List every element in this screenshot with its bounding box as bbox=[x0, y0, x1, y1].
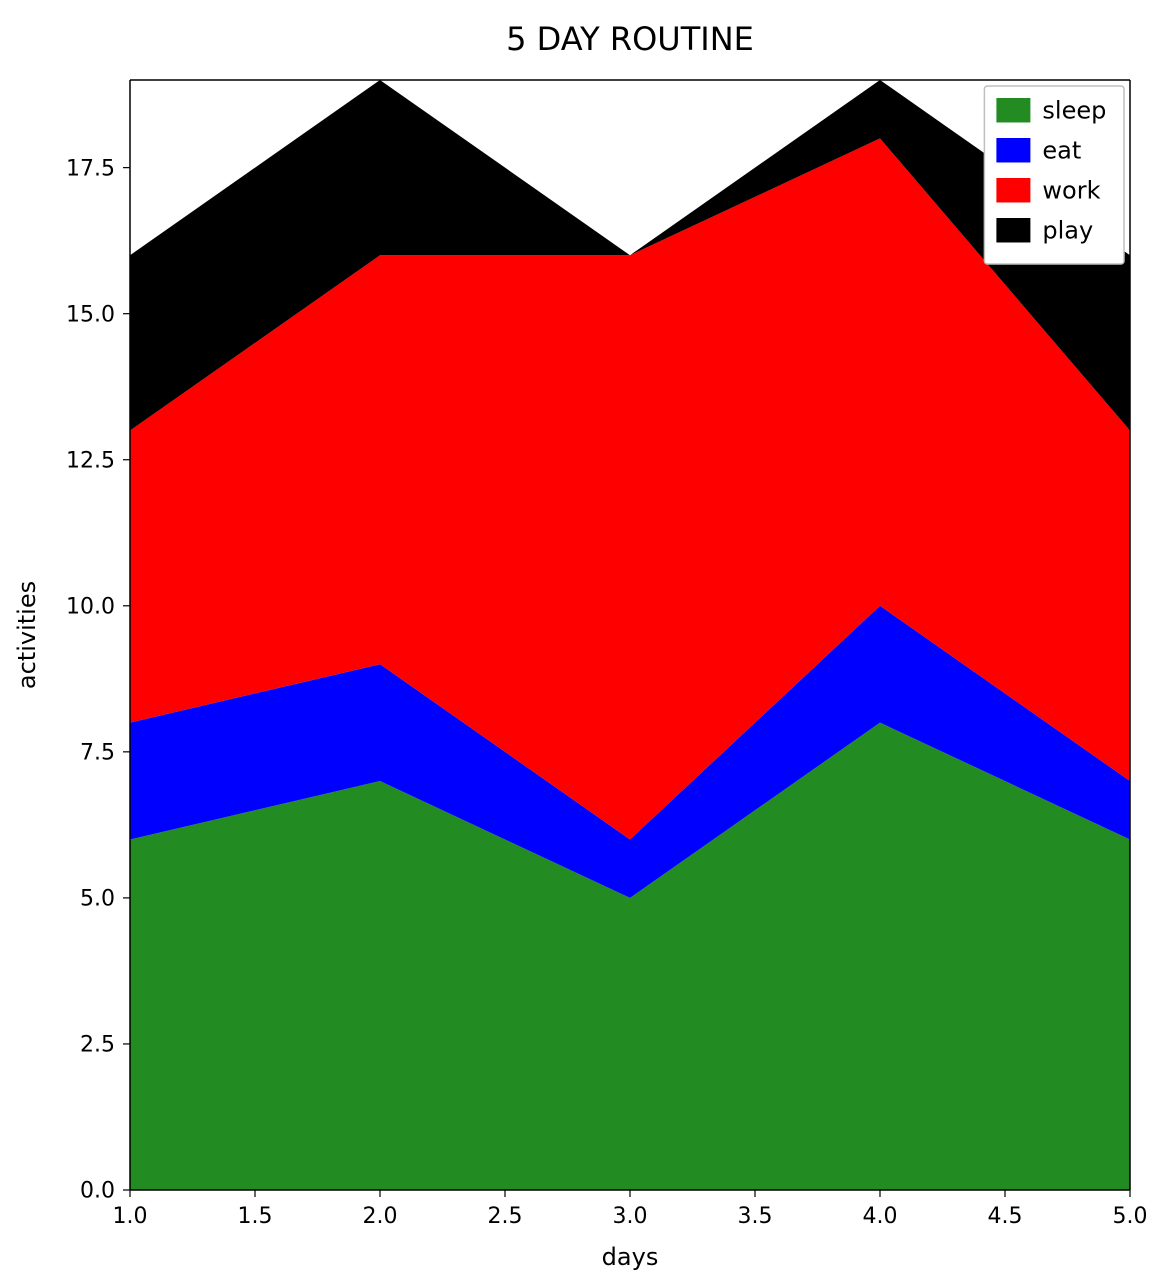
xtick-label: 4.5 bbox=[988, 1204, 1023, 1229]
legend-label-sleep: sleep bbox=[1042, 96, 1106, 124]
legend-swatch-play bbox=[996, 218, 1030, 242]
xtick-label: 1.5 bbox=[238, 1204, 273, 1229]
legend-label-play: play bbox=[1042, 216, 1093, 244]
xtick-label: 2.0 bbox=[363, 1204, 398, 1229]
ytick-label: 0.0 bbox=[80, 1179, 115, 1204]
ytick-label: 7.5 bbox=[80, 741, 115, 766]
legend-swatch-sleep bbox=[996, 98, 1030, 122]
ytick-label: 15.0 bbox=[66, 302, 115, 327]
ytick-label: 17.5 bbox=[66, 156, 115, 181]
chart-container: 1.0 1.5 2.0 2.5 3.0 3.5 4.0 4.5 5.0 0.0 2.5 5.0 7.5 1… bbox=[0, 0, 1168, 1282]
y-axis-label: activities bbox=[13, 581, 41, 689]
legend-label-eat: eat bbox=[1042, 136, 1081, 164]
xtick-label: 2.5 bbox=[488, 1204, 523, 1229]
ytick-label: 12.5 bbox=[66, 448, 115, 473]
legend: sleep eat work play bbox=[984, 86, 1124, 264]
x-axis-label: days bbox=[602, 1243, 659, 1271]
ytick-label: 2.5 bbox=[80, 1033, 115, 1058]
xtick-label: 1.0 bbox=[113, 1204, 148, 1229]
xtick-label: 3.0 bbox=[613, 1204, 648, 1229]
legend-label-work: work bbox=[1042, 176, 1100, 204]
ytick-label: 5.0 bbox=[80, 887, 115, 912]
chart-title: 5 DAY ROUTINE bbox=[506, 20, 754, 58]
ytick-label: 10.0 bbox=[66, 594, 115, 619]
area-chart: 1.0 1.5 2.0 2.5 3.0 3.5 4.0 4.5 5.0 0.0 2.5 5.0 7.5 1… bbox=[0, 0, 1168, 1282]
xtick-label: 3.5 bbox=[738, 1204, 773, 1229]
xtick-label: 5.0 bbox=[1113, 1204, 1148, 1229]
legend-swatch-eat bbox=[996, 138, 1030, 162]
legend-swatch-work bbox=[996, 178, 1030, 202]
xtick-label: 4.0 bbox=[863, 1204, 898, 1229]
